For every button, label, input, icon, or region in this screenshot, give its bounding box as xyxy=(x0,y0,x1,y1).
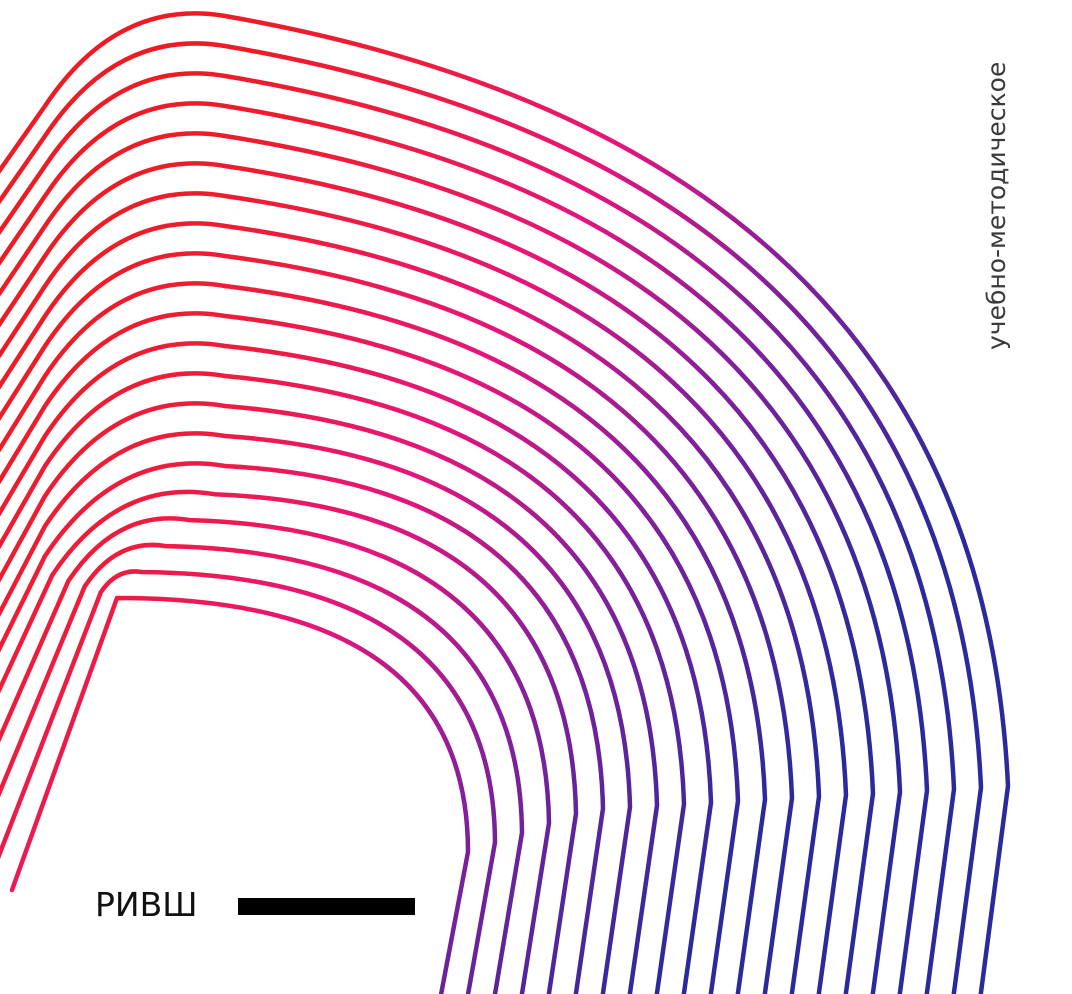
concentric-line xyxy=(0,461,606,994)
concentric-line xyxy=(0,11,1011,994)
vertical-caption: учебно-методическое xyxy=(982,61,1011,350)
concentric-line xyxy=(0,191,849,994)
concentric-line xyxy=(0,542,525,994)
concentric-line xyxy=(0,41,984,994)
concentric-line xyxy=(0,489,579,994)
publisher-label: РИВШ xyxy=(95,885,198,924)
concentric-line xyxy=(0,131,903,994)
concentric-line xyxy=(9,595,471,994)
concentric-line xyxy=(0,569,498,994)
concentric-line xyxy=(0,101,930,994)
concentric-line xyxy=(0,371,687,994)
concentric-line xyxy=(0,251,795,994)
concentric-line xyxy=(0,161,876,994)
concentric-line xyxy=(0,401,660,994)
concentric-line xyxy=(0,311,741,994)
concentric-line xyxy=(0,341,714,994)
concentric-line xyxy=(0,281,768,994)
concentric-lines xyxy=(0,11,1011,994)
publisher-bar xyxy=(238,898,415,915)
concentric-line xyxy=(0,431,633,994)
concentric-line xyxy=(0,516,552,994)
concentric-line xyxy=(0,221,822,994)
concentric-line xyxy=(0,71,957,994)
